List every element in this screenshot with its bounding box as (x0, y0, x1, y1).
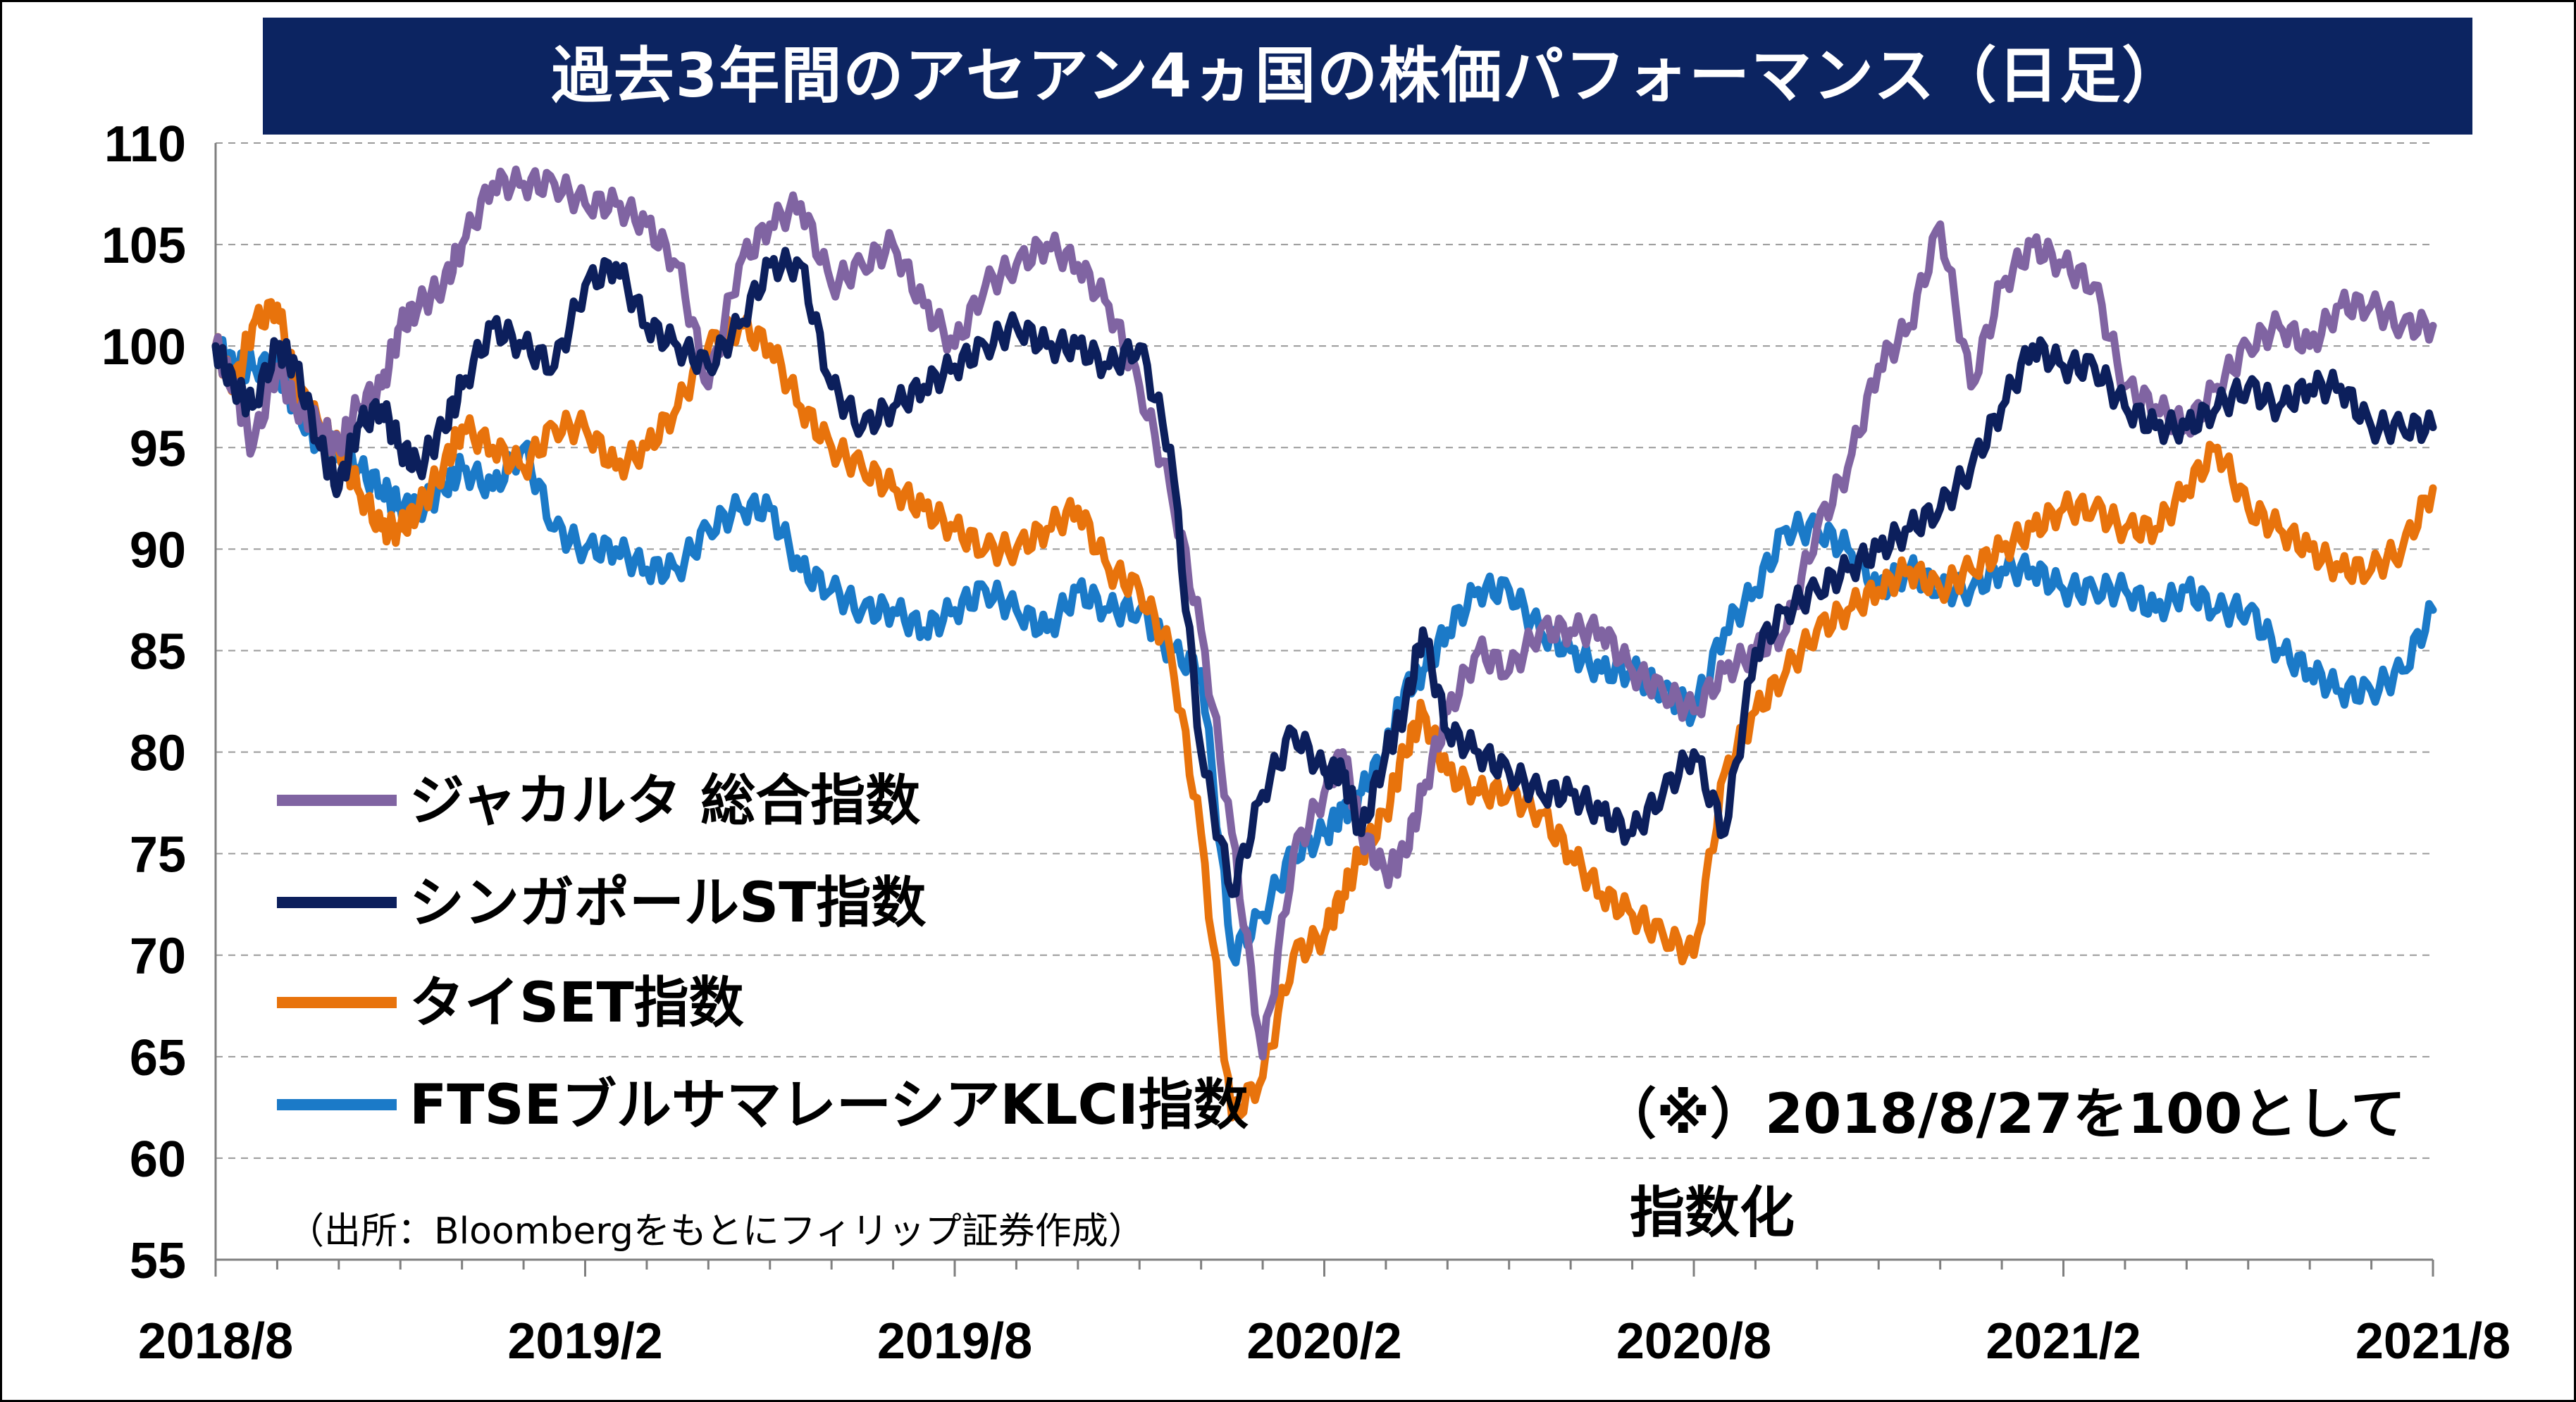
legend: ジャカルタ 総合指数 シンガポールST指数 タイSET指数 FTSEブルサマレー… (277, 769, 1249, 1137)
annotation-line-2: 指数化 (1630, 1181, 1795, 1245)
y-tick-label: 95 (130, 421, 186, 477)
x-tick-label: 2020/8 (1616, 1313, 1771, 1370)
axes (214, 143, 2434, 1277)
x-tick-label: 2021/8 (2355, 1313, 2510, 1370)
x-tick-labels: 2018/8 2019/2 2019/8 2020/2 2020/8 2021/2 2021… (138, 1313, 2510, 1370)
title-banner: 過去3年間のアセアン4ヵ国の株価パフォーマンス（日足） (263, 18, 2472, 135)
x-tick-label: 2021/2 (1986, 1313, 2141, 1370)
legend-label-jakarta: ジャカルタ 総合指数 (409, 769, 920, 833)
legend-label-singapore: シンガポールST指数 (409, 871, 926, 935)
y-tick-label: 60 (130, 1131, 186, 1188)
series-lines (211, 166, 2437, 1122)
x-tick-label: 2018/8 (138, 1313, 293, 1370)
y-tick-label: 70 (130, 929, 186, 985)
series-line-singapore (211, 247, 2437, 898)
y-tick-labels: 55 60 65 70 75 80 85 90 95 100 105 110 (101, 116, 186, 1289)
x-tick-label: 2019/2 (507, 1313, 662, 1370)
legend-label-thailand: タイSET指数 (409, 972, 744, 1035)
source-note: （出所：Bloombergをもとにフィリップ証券作成） (287, 1210, 1145, 1253)
y-tick-label: 90 (130, 522, 186, 578)
y-tick-label: 55 (130, 1233, 186, 1289)
x-tick-label: 2019/8 (877, 1313, 1032, 1370)
y-tick-label: 80 (130, 726, 186, 782)
legend-label-malaysia: FTSEブルサマレーシアKLCI指数 (409, 1074, 1249, 1137)
y-tick-label: 110 (104, 116, 186, 173)
y-tick-label: 75 (130, 827, 186, 883)
series-line-jakarta (211, 166, 2437, 1061)
y-tick-label: 105 (101, 218, 186, 274)
y-tick-label: 85 (130, 624, 186, 680)
y-tick-label: 100 (101, 319, 186, 376)
x-tick-label: 2020/2 (1246, 1313, 1401, 1370)
annotation-line-1: （※）2018/8/27を100として (1602, 1083, 2405, 1146)
chart-title: 過去3年間のアセアン4ヵ国の株価パフォーマンス（日足） (551, 41, 2184, 111)
y-tick-label: 65 (130, 1030, 186, 1086)
series-line-thailand (211, 298, 2437, 1122)
